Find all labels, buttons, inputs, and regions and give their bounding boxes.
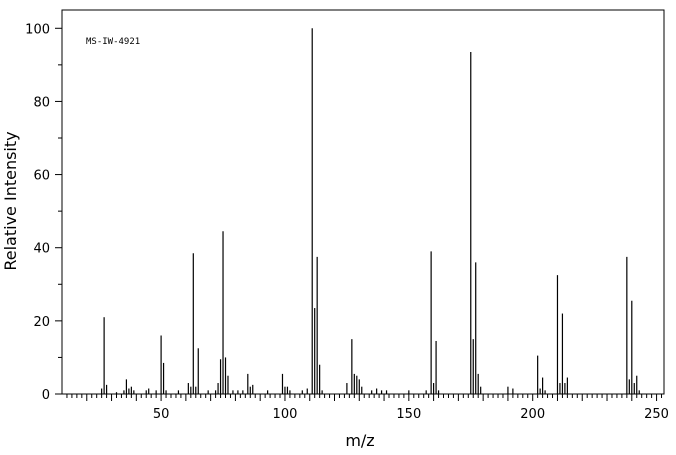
y-tick-label: 80 [33,95,50,110]
x-tick-label: 200 [520,407,545,422]
chart-labels: MS-IW-4921 m/z Relative Intensity [1,37,375,450]
y-tick-label: 20 [33,315,50,330]
x-tick-label: 50 [153,407,170,422]
y-tick-label: 0 [42,388,50,403]
peak-series [101,28,640,394]
y-tick-label: 40 [33,242,50,257]
y-tick-label: 60 [33,169,50,184]
spectrum-id-annotation: MS-IW-4921 [86,37,140,47]
y-tick-label: 100 [25,22,50,37]
x-tick-label: 100 [273,407,298,422]
y-axis-title: Relative Intensity [1,131,20,270]
x-axis-title: m/z [345,431,374,450]
x-tick-label: 250 [644,407,669,422]
x-tick-label: 150 [396,407,421,422]
axes: 50 100 150 200 250 0 20 40 60 80 100 [25,9,669,422]
plot-frame [61,9,665,395]
